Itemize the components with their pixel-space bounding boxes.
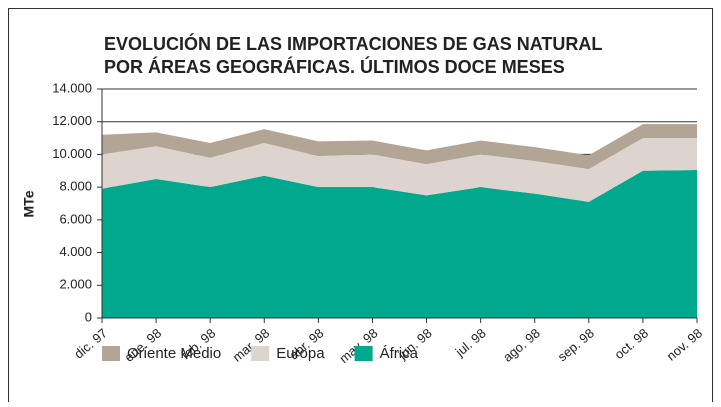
area	[102, 124, 697, 170]
chart-title: POR ÁREAS GEOGRÁFICAS. ÚLTIMOS DOCE MESE…	[104, 56, 565, 77]
x-tick-label: sep. 98	[555, 325, 597, 364]
area	[102, 169, 697, 318]
y-tick-label: 4.000	[59, 244, 92, 259]
x-tick-label: nov. 98	[664, 325, 706, 363]
y-tick-label: 10.000	[52, 146, 92, 161]
legend-label: África	[380, 345, 419, 362]
x-tick-label: ago. 98	[500, 325, 543, 364]
y-tick-label: 2.000	[59, 277, 92, 292]
chart-title: EVOLUCIÓN DE LAS IMPORTACIONES DE GAS NA…	[104, 33, 602, 54]
legend-swatch	[251, 346, 270, 361]
x-tick-label: jul. 98	[452, 325, 489, 359]
x-tick-label: oct. 98	[612, 325, 652, 362]
y-tick-label: 6.000	[59, 211, 92, 226]
y-tick-label: 12.000	[52, 113, 92, 128]
legend-swatch	[102, 346, 120, 361]
y-tick-label: 0	[85, 309, 92, 324]
legend-label: Europa	[276, 345, 325, 362]
legend-label: Oriente Medio	[127, 345, 221, 362]
y-tick-label: 14.000	[52, 80, 92, 95]
y-axis-label: MTe	[21, 190, 37, 217]
area	[102, 138, 697, 202]
frame	[8, 8, 713, 407]
legend-swatch	[354, 346, 373, 361]
y-tick-label: 8.000	[59, 179, 92, 194]
